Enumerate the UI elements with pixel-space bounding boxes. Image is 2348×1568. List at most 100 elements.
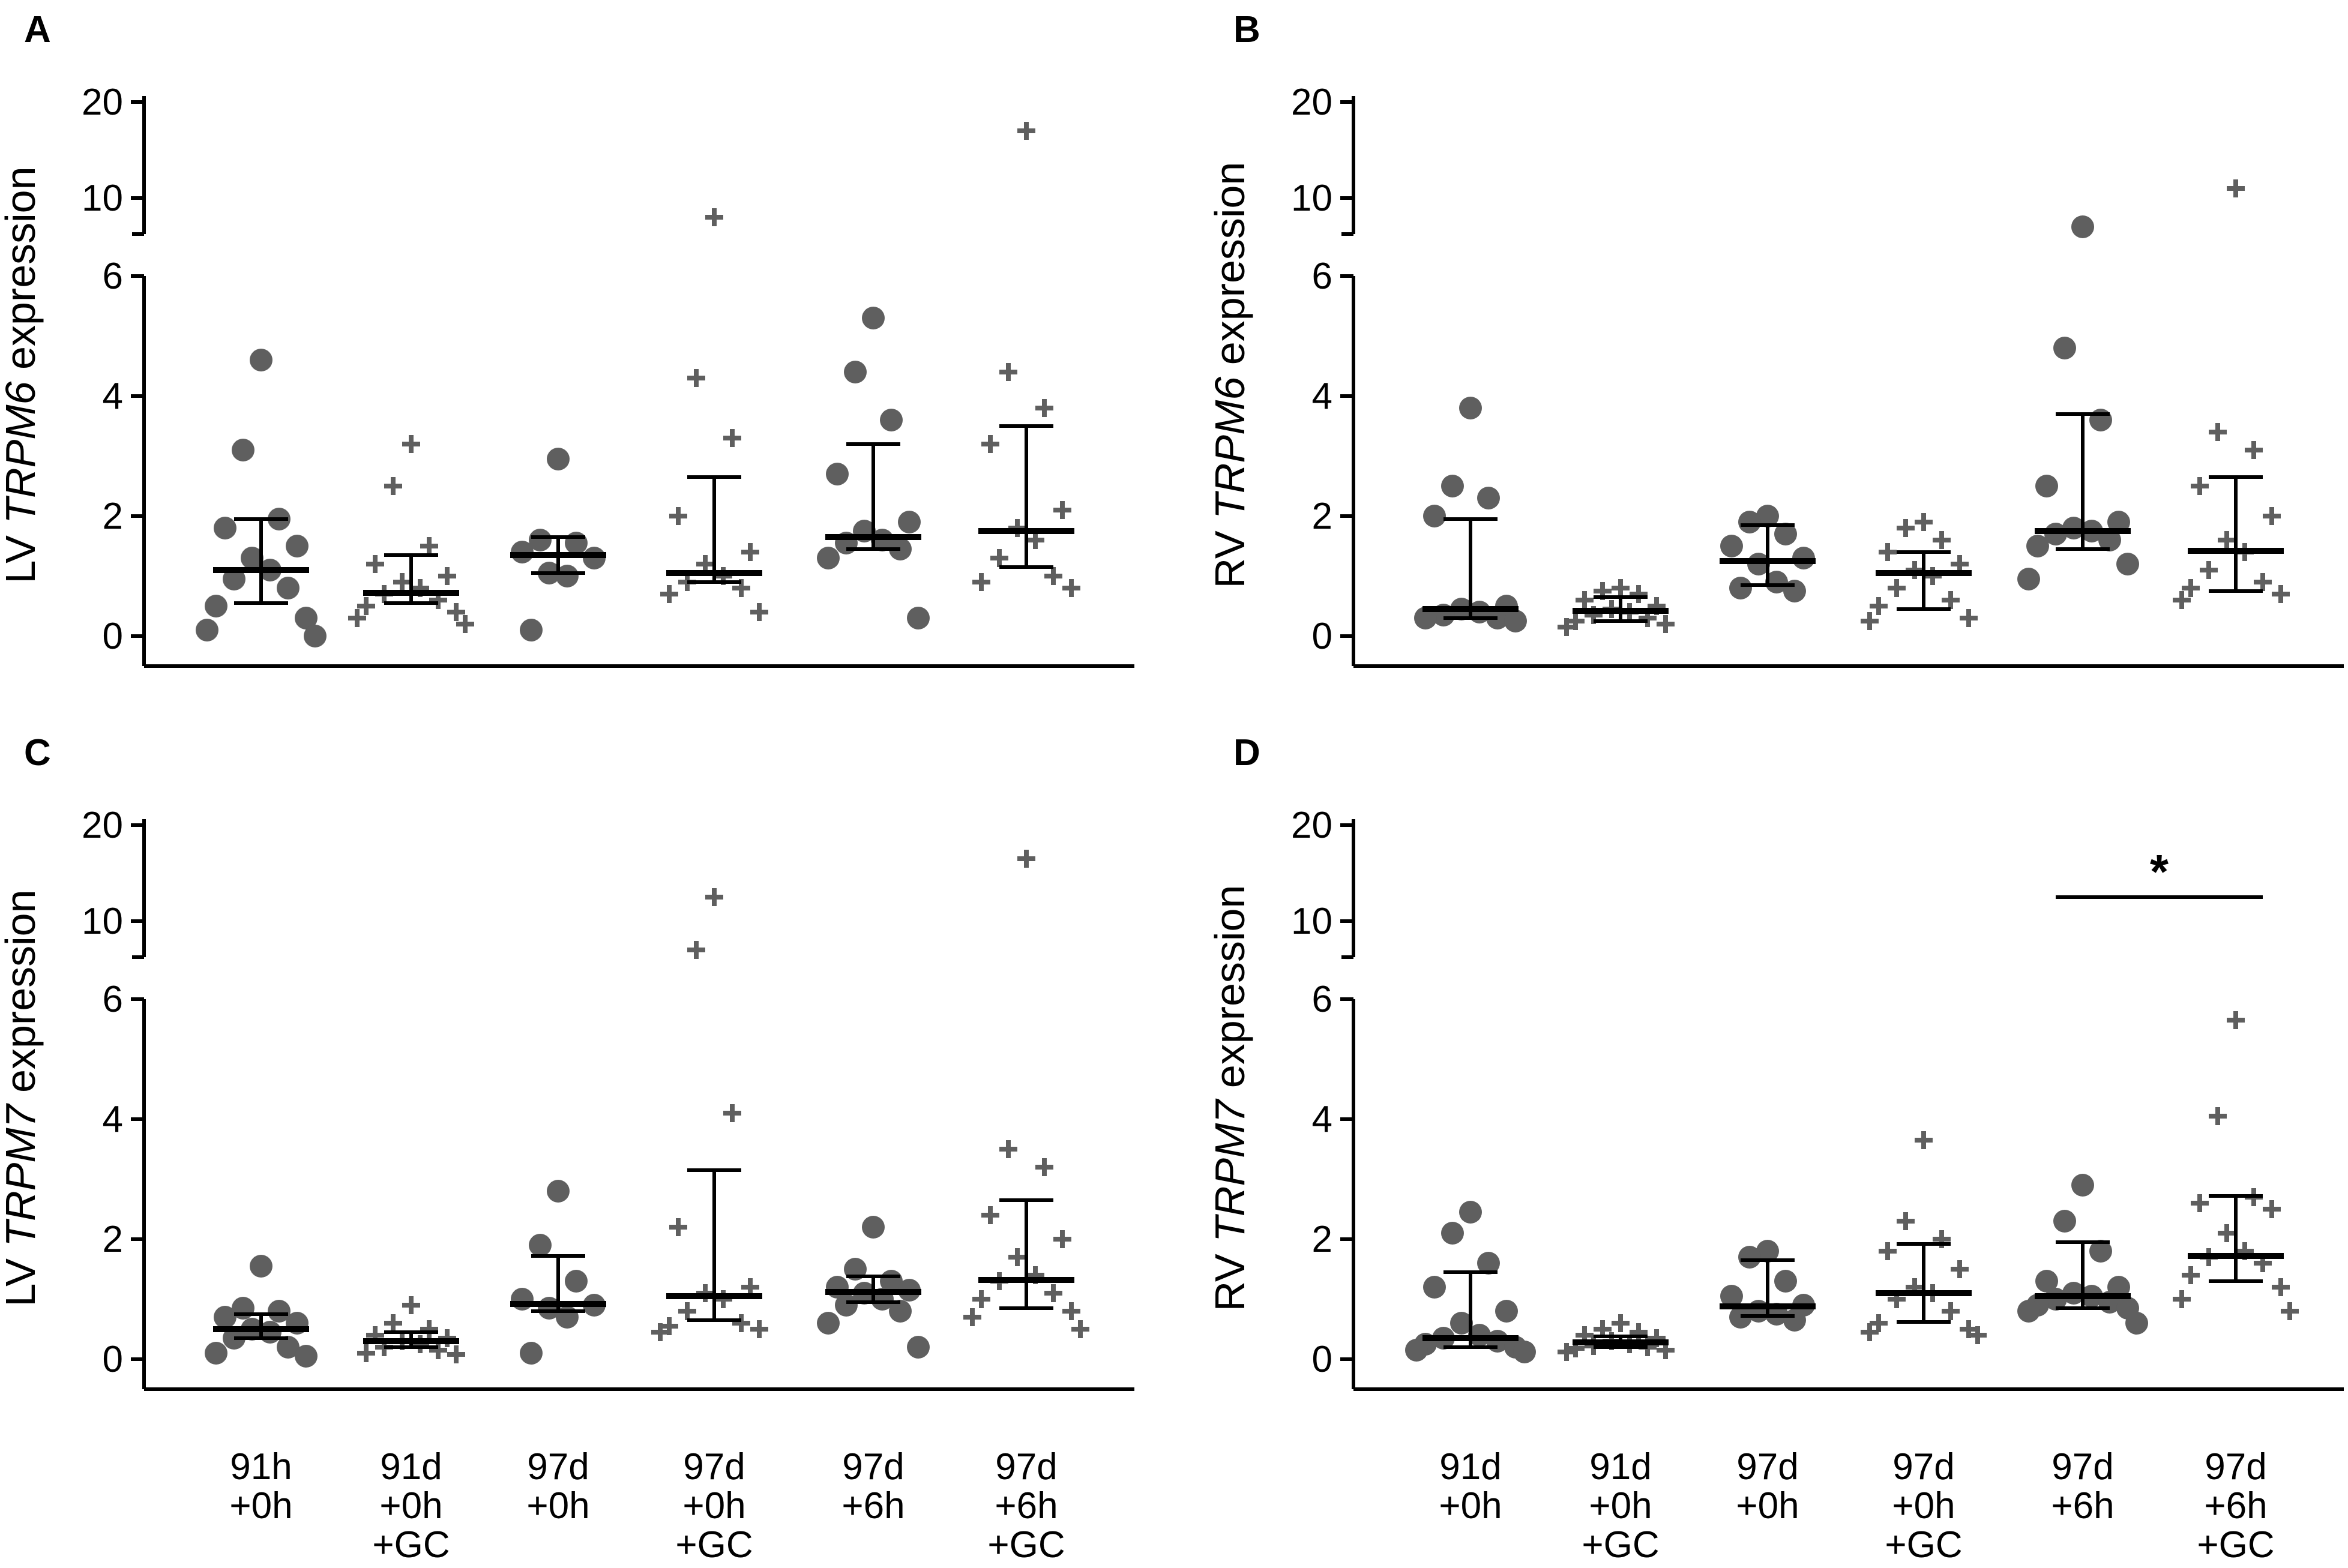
category-label: +0h	[1439, 1485, 1502, 1527]
y-axis-label-gene: TRPM7	[1206, 1098, 1253, 1242]
data-point	[1729, 577, 1752, 599]
data-point	[750, 1320, 768, 1338]
y-tick-label: 2	[1312, 496, 1332, 537]
data-point	[2026, 535, 2049, 557]
data-point	[1017, 850, 1035, 868]
data-point	[1035, 1158, 1053, 1176]
data-point	[723, 429, 741, 447]
data-point	[2173, 591, 2191, 609]
data-point	[844, 361, 867, 383]
data-point	[1495, 1300, 1518, 1323]
data-point	[1044, 1284, 1062, 1302]
data-point	[556, 565, 579, 587]
data-point	[2209, 1107, 2227, 1125]
data-point	[402, 1296, 420, 1314]
data-point	[529, 529, 552, 551]
data-point	[2017, 1300, 2040, 1323]
data-point	[205, 595, 227, 617]
data-point	[304, 625, 327, 647]
data-point	[1477, 1252, 1500, 1275]
data-point	[817, 1312, 840, 1335]
data-point	[2098, 529, 2121, 551]
y-tick-label: 0	[1312, 1339, 1332, 1380]
y-axis-label: LV TRPM7 expression	[0, 889, 44, 1306]
data-point	[2218, 1224, 2236, 1242]
data-point	[2035, 1270, 2058, 1293]
data-point	[889, 1300, 912, 1323]
data-point	[963, 1308, 981, 1326]
data-point	[357, 597, 375, 615]
data-point	[2227, 179, 2245, 197]
data-point	[907, 1336, 930, 1359]
data-point	[2272, 585, 2290, 603]
data-point	[1071, 1320, 1089, 1338]
data-point	[241, 547, 263, 569]
data-point	[1513, 1341, 1536, 1363]
category-label: 97d	[842, 1446, 904, 1488]
data-point	[2107, 511, 2130, 533]
data-point	[2089, 1240, 2112, 1263]
y-tick-label: 10	[82, 178, 123, 219]
category-label: +6h	[2204, 1485, 2267, 1527]
data-point	[1062, 579, 1080, 597]
data-point	[384, 477, 402, 495]
data-point	[447, 1345, 465, 1363]
data-point	[1450, 1312, 1473, 1335]
data-point	[1879, 543, 1897, 561]
data-point	[678, 1302, 696, 1320]
data-point	[2200, 561, 2218, 579]
y-tick-label: 2	[103, 1219, 123, 1260]
y-tick-label: 20	[82, 805, 123, 846]
data-point	[1044, 567, 1062, 585]
data-point	[205, 1342, 227, 1365]
data-point	[1861, 1323, 1879, 1341]
data-point	[1897, 519, 1915, 537]
data-point	[1774, 1270, 1797, 1293]
data-point	[2263, 507, 2281, 525]
data-point	[732, 1314, 750, 1332]
data-point	[981, 435, 999, 453]
data-point	[214, 517, 236, 539]
data-point	[393, 573, 411, 591]
data-point	[862, 1216, 885, 1239]
data-point	[366, 555, 384, 573]
data-point	[1720, 535, 1743, 557]
data-point	[1053, 1230, 1071, 1248]
data-point	[687, 369, 705, 387]
data-point	[1960, 609, 1978, 627]
y-axis-label: RV TRPM7 expression	[1206, 885, 1253, 1312]
data-point	[880, 409, 903, 431]
data-point	[2089, 409, 2112, 431]
data-point	[438, 567, 456, 585]
y-axis-label-suffix: expression	[0, 166, 44, 381]
y-axis-label-suffix: expression	[1206, 162, 1253, 377]
data-point	[1459, 397, 1482, 419]
data-point	[2191, 1194, 2209, 1212]
data-point	[1951, 1260, 1969, 1278]
data-point	[741, 543, 759, 561]
category-label: +0h	[229, 1485, 292, 1527]
data-point	[1423, 1276, 1446, 1299]
data-point	[286, 535, 309, 557]
data-point	[1870, 597, 1888, 615]
y-tick-label: 0	[1312, 616, 1332, 657]
data-point	[456, 615, 474, 633]
panel-B: B 0 2 4 6 10 20 RV TRPM6 expression	[1206, 9, 2344, 668]
y-tick-label: 2	[1312, 1219, 1332, 1260]
category-label: +GC	[372, 1524, 450, 1566]
y-axis-label: LV TRPM6 expression	[0, 166, 44, 583]
y-tick-label: 4	[103, 376, 123, 417]
y-tick-label: 6	[103, 256, 123, 297]
category-label: 91d	[380, 1446, 442, 1488]
data-point	[277, 1336, 300, 1359]
category-label: +0h	[379, 1485, 442, 1527]
data-point	[1783, 1309, 1806, 1332]
y-tick-label: 4	[103, 1099, 123, 1140]
data-point	[1915, 1131, 1933, 1149]
data-point	[1657, 615, 1675, 633]
data-point	[2263, 1200, 2281, 1218]
data-point	[268, 1300, 290, 1323]
data-point	[2182, 1266, 2200, 1284]
